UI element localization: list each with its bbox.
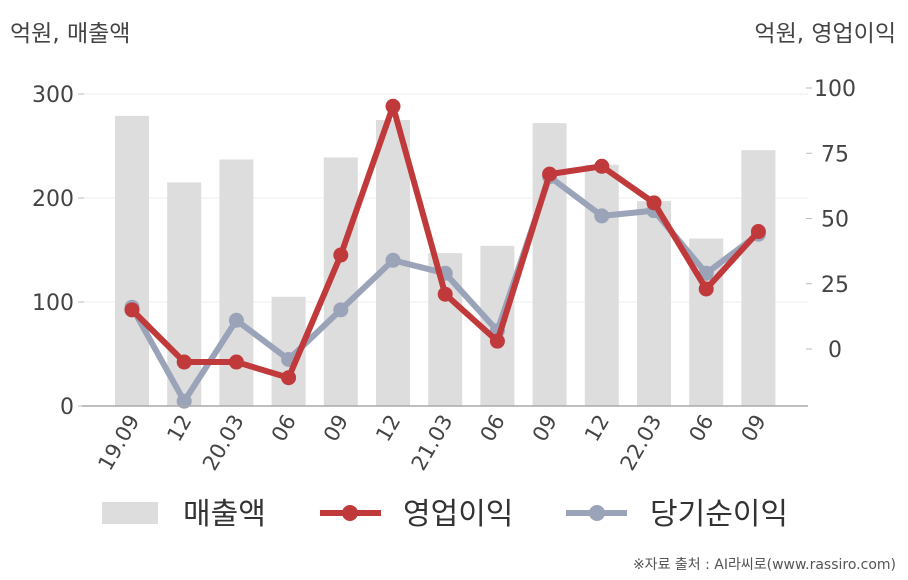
left-tick-label: 300 [32,83,74,108]
revenue-bar [741,150,776,406]
left-axis: 0 100 200 300 [32,83,84,420]
series-point [698,281,714,297]
series-point [333,302,349,318]
series-point [594,208,610,224]
series-point [281,370,297,386]
left-tick-label: 100 [32,291,74,316]
x-tick-label: 21.03 [407,411,458,475]
x-tick-label: 06 [267,411,301,446]
x-tick-label: 20.03 [198,411,249,475]
legend-label-revenue: 매출액 [183,497,266,532]
series-point [228,354,244,370]
left-tick-label: 200 [32,187,74,212]
series-point [228,312,244,328]
series-point [437,286,453,302]
x-axis: 19.09 12 20.03 06 09 12 21.03 06 09 12 22.03 06 09 [82,405,808,475]
series-point [489,333,505,349]
right-axis: 0 25 50 75 100 [806,77,856,363]
legend: 매출액 영업이익 당기순이익 [102,497,788,532]
right-tick-label: 100 [814,77,856,102]
revenue-bar [167,182,202,406]
right-tick-label: 75 [821,142,849,167]
x-tick-label: 09 [737,411,771,446]
x-tick-label: 12 [162,411,196,446]
x-tick-label: 12 [371,411,405,446]
x-tick-label: 09 [319,411,353,446]
x-tick-label: 06 [476,411,510,446]
legend-marker-operating [342,505,358,521]
series-point [750,224,766,240]
x-tick-label: 22.03 [615,411,666,475]
revenue-bar [115,115,149,406]
series-point [333,247,349,263]
source-credit: ※자료 출처 : AI라씨로(www.rassiro.com) [632,557,896,573]
revenue-bar [532,123,567,407]
revenue-bar [584,164,619,406]
x-tick-label: 09 [528,411,562,446]
x-tick-label: 12 [580,411,614,446]
series-point [124,302,140,318]
legend-swatch-revenue [102,502,158,524]
series-point [594,158,610,174]
line-series [124,98,766,409]
series-point [176,393,192,409]
revenue-bar [637,201,671,406]
series-point [385,98,401,114]
series-point [385,252,401,268]
left-tick-label: 0 [60,395,74,420]
left-axis-unit: 억원, 매출액 [10,21,131,47]
right-tick-label: 50 [821,208,849,233]
right-axis-unit: 억원, 영업이익 [754,21,896,47]
x-tick-label: 19.09 [93,411,144,475]
legend-label-operating: 영업이익 [403,497,513,532]
series-point [176,354,192,370]
x-tick-label: 06 [684,411,718,446]
right-tick-label: 0 [828,338,842,363]
legend-marker-net [589,505,605,521]
right-tick-label: 25 [821,273,849,298]
series-point [646,195,662,211]
series-point [542,166,558,182]
legend-label-net: 당기순이익 [650,497,788,532]
